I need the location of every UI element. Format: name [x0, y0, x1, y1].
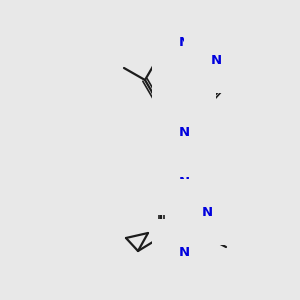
Text: N: N: [178, 176, 190, 188]
Text: N: N: [178, 35, 190, 49]
Text: N: N: [178, 127, 190, 140]
Text: N: N: [210, 53, 222, 67]
Text: N: N: [201, 206, 213, 218]
Text: N: N: [178, 112, 190, 124]
Text: N: N: [178, 245, 190, 259]
